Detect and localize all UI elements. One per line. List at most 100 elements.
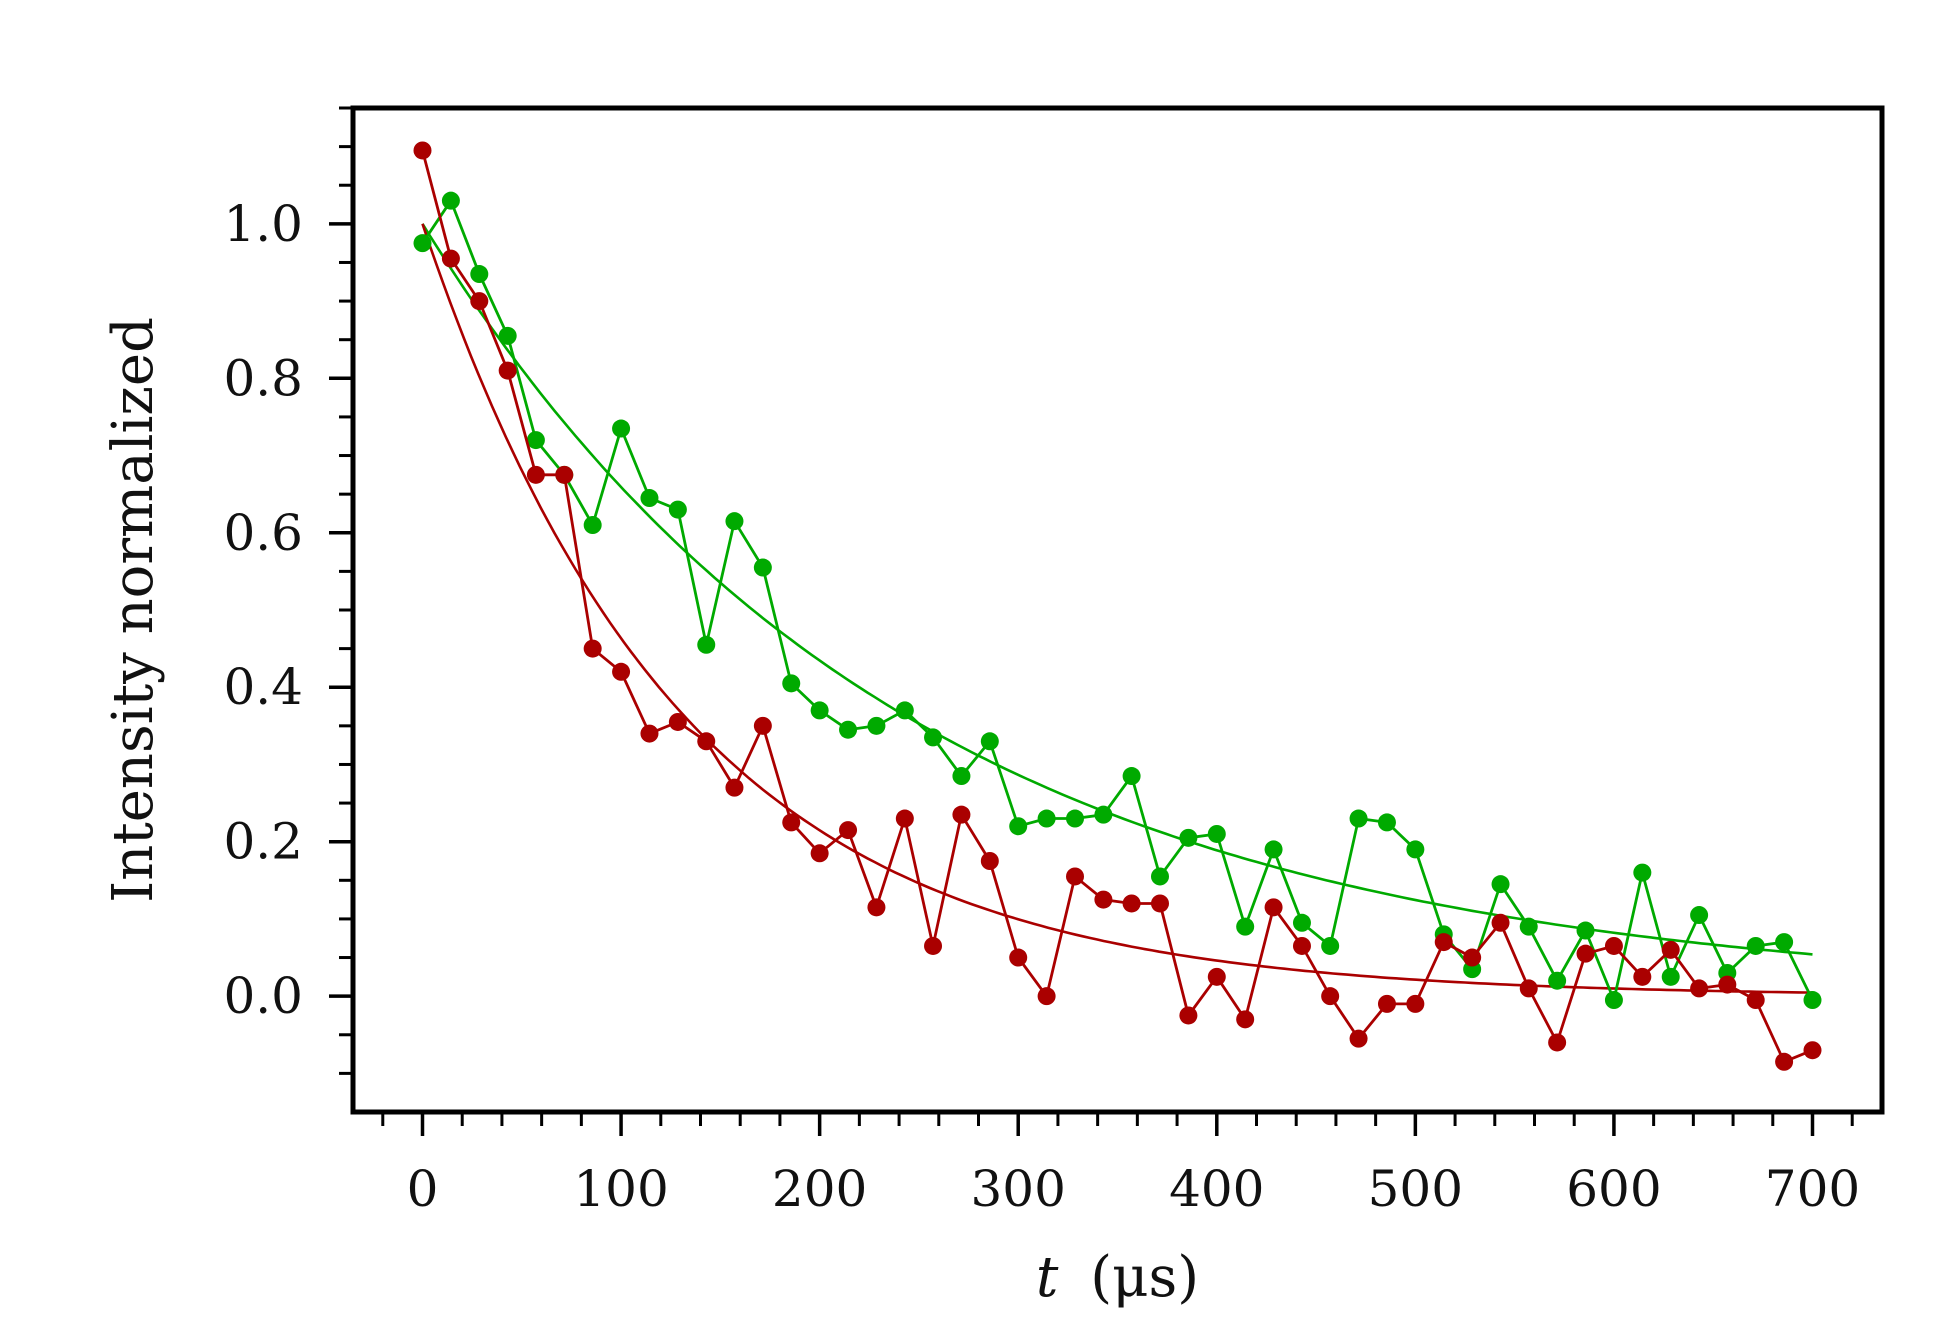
- y-tick-label: 0.8: [223, 349, 303, 407]
- data-point: [782, 674, 801, 693]
- x-axis-label-variable: t: [1036, 1245, 1059, 1310]
- data-point: [1009, 948, 1028, 967]
- data-point: [753, 558, 772, 577]
- data-point: [1292, 913, 1311, 932]
- data-point: [1690, 906, 1709, 925]
- data-point: [1661, 967, 1680, 986]
- data-point: [839, 821, 858, 840]
- data-point: [697, 635, 716, 654]
- x-tick-label: 600: [1566, 1160, 1661, 1218]
- x-axis-label-unit: (μs): [1090, 1245, 1199, 1310]
- plot-frame: [350, 105, 1885, 1115]
- data-point: [1491, 875, 1510, 894]
- x-tick-label: 0: [407, 1160, 439, 1218]
- data-point: [1321, 987, 1340, 1006]
- data-point: [895, 701, 914, 720]
- data-point: [1122, 894, 1141, 913]
- data-point: [1207, 824, 1226, 843]
- data-point: [867, 898, 886, 917]
- data-point: [555, 465, 574, 484]
- data-point: [413, 141, 432, 160]
- data-point: [1803, 991, 1822, 1010]
- data-point: [1037, 809, 1056, 828]
- data-point: [980, 732, 999, 751]
- data-point: [1349, 809, 1368, 828]
- data-point: [1661, 940, 1680, 959]
- data-point: [668, 500, 687, 519]
- data-point: [1576, 944, 1595, 963]
- data-point: [1633, 863, 1652, 882]
- y-tick-label: 0.6: [223, 504, 303, 562]
- data-point: [612, 419, 631, 438]
- data-point: [1094, 805, 1113, 824]
- y-tick-label: 1.0: [223, 195, 303, 253]
- data-point: [1236, 917, 1255, 936]
- data-point: [1604, 936, 1623, 955]
- ticks: [329, 106, 1854, 1136]
- data-point: [1264, 840, 1283, 859]
- data-point: [526, 431, 545, 450]
- data-point: [1009, 817, 1028, 836]
- data-point: [1406, 994, 1425, 1013]
- data-point: [526, 465, 545, 484]
- data-point: [1491, 913, 1510, 932]
- data-point: [1463, 948, 1482, 967]
- y-tick-label: 0.4: [223, 658, 303, 716]
- y-axis-label: Intensity normalized: [101, 317, 166, 903]
- x-tick-label: 400: [1169, 1160, 1264, 1218]
- data-point: [952, 805, 971, 824]
- data-point: [1066, 809, 1085, 828]
- data-point: [1037, 987, 1056, 1006]
- data-point: [498, 326, 517, 345]
- data-point: [924, 936, 943, 955]
- data-point: [1576, 921, 1595, 940]
- data-point: [1150, 867, 1169, 886]
- data-point: [1150, 894, 1169, 913]
- data-point: [1349, 1029, 1368, 1048]
- x-tick-label: 100: [573, 1160, 668, 1218]
- data-point: [583, 516, 602, 535]
- y-tick-label: 0.0: [223, 967, 303, 1025]
- x-axis-label: t (μs): [1036, 1245, 1199, 1310]
- x-tick-label: 300: [970, 1160, 1065, 1218]
- fit-curve: [421, 223, 1813, 994]
- data-point: [1434, 933, 1453, 952]
- data-point: [1803, 1041, 1822, 1060]
- data-point: [753, 716, 772, 735]
- data-point: [1321, 936, 1340, 955]
- x-tick-label: 500: [1368, 1160, 1463, 1218]
- data-point: [1179, 1006, 1198, 1025]
- data-point: [867, 716, 886, 735]
- data-point: [952, 767, 971, 786]
- data-point: [782, 813, 801, 832]
- data-point: [1718, 975, 1737, 994]
- data-point: [839, 720, 858, 739]
- y-tick-label: 0.2: [223, 813, 303, 871]
- data-point: [470, 292, 489, 311]
- data-point: [895, 809, 914, 828]
- data-point: [1406, 840, 1425, 859]
- data-point: [924, 728, 943, 747]
- data-point: [725, 778, 744, 797]
- data-point: [1094, 890, 1113, 909]
- x-tick-label: 700: [1765, 1160, 1860, 1218]
- data-point: [1236, 1010, 1255, 1029]
- data-point: [1377, 813, 1396, 832]
- data-point: [810, 701, 829, 720]
- data-point: [697, 732, 716, 751]
- data-point: [470, 265, 489, 284]
- data-point: [980, 852, 999, 870]
- data-point: [1292, 936, 1311, 955]
- data-point: [498, 361, 517, 380]
- data-point: [1519, 979, 1538, 998]
- data-point: [1548, 971, 1567, 990]
- data-point: [1548, 1033, 1567, 1052]
- data-point: [640, 724, 659, 743]
- data-point: [441, 249, 460, 268]
- data-point: [441, 191, 460, 210]
- data-point: [640, 489, 659, 508]
- data-point: [1207, 967, 1226, 986]
- data-point: [1377, 994, 1396, 1013]
